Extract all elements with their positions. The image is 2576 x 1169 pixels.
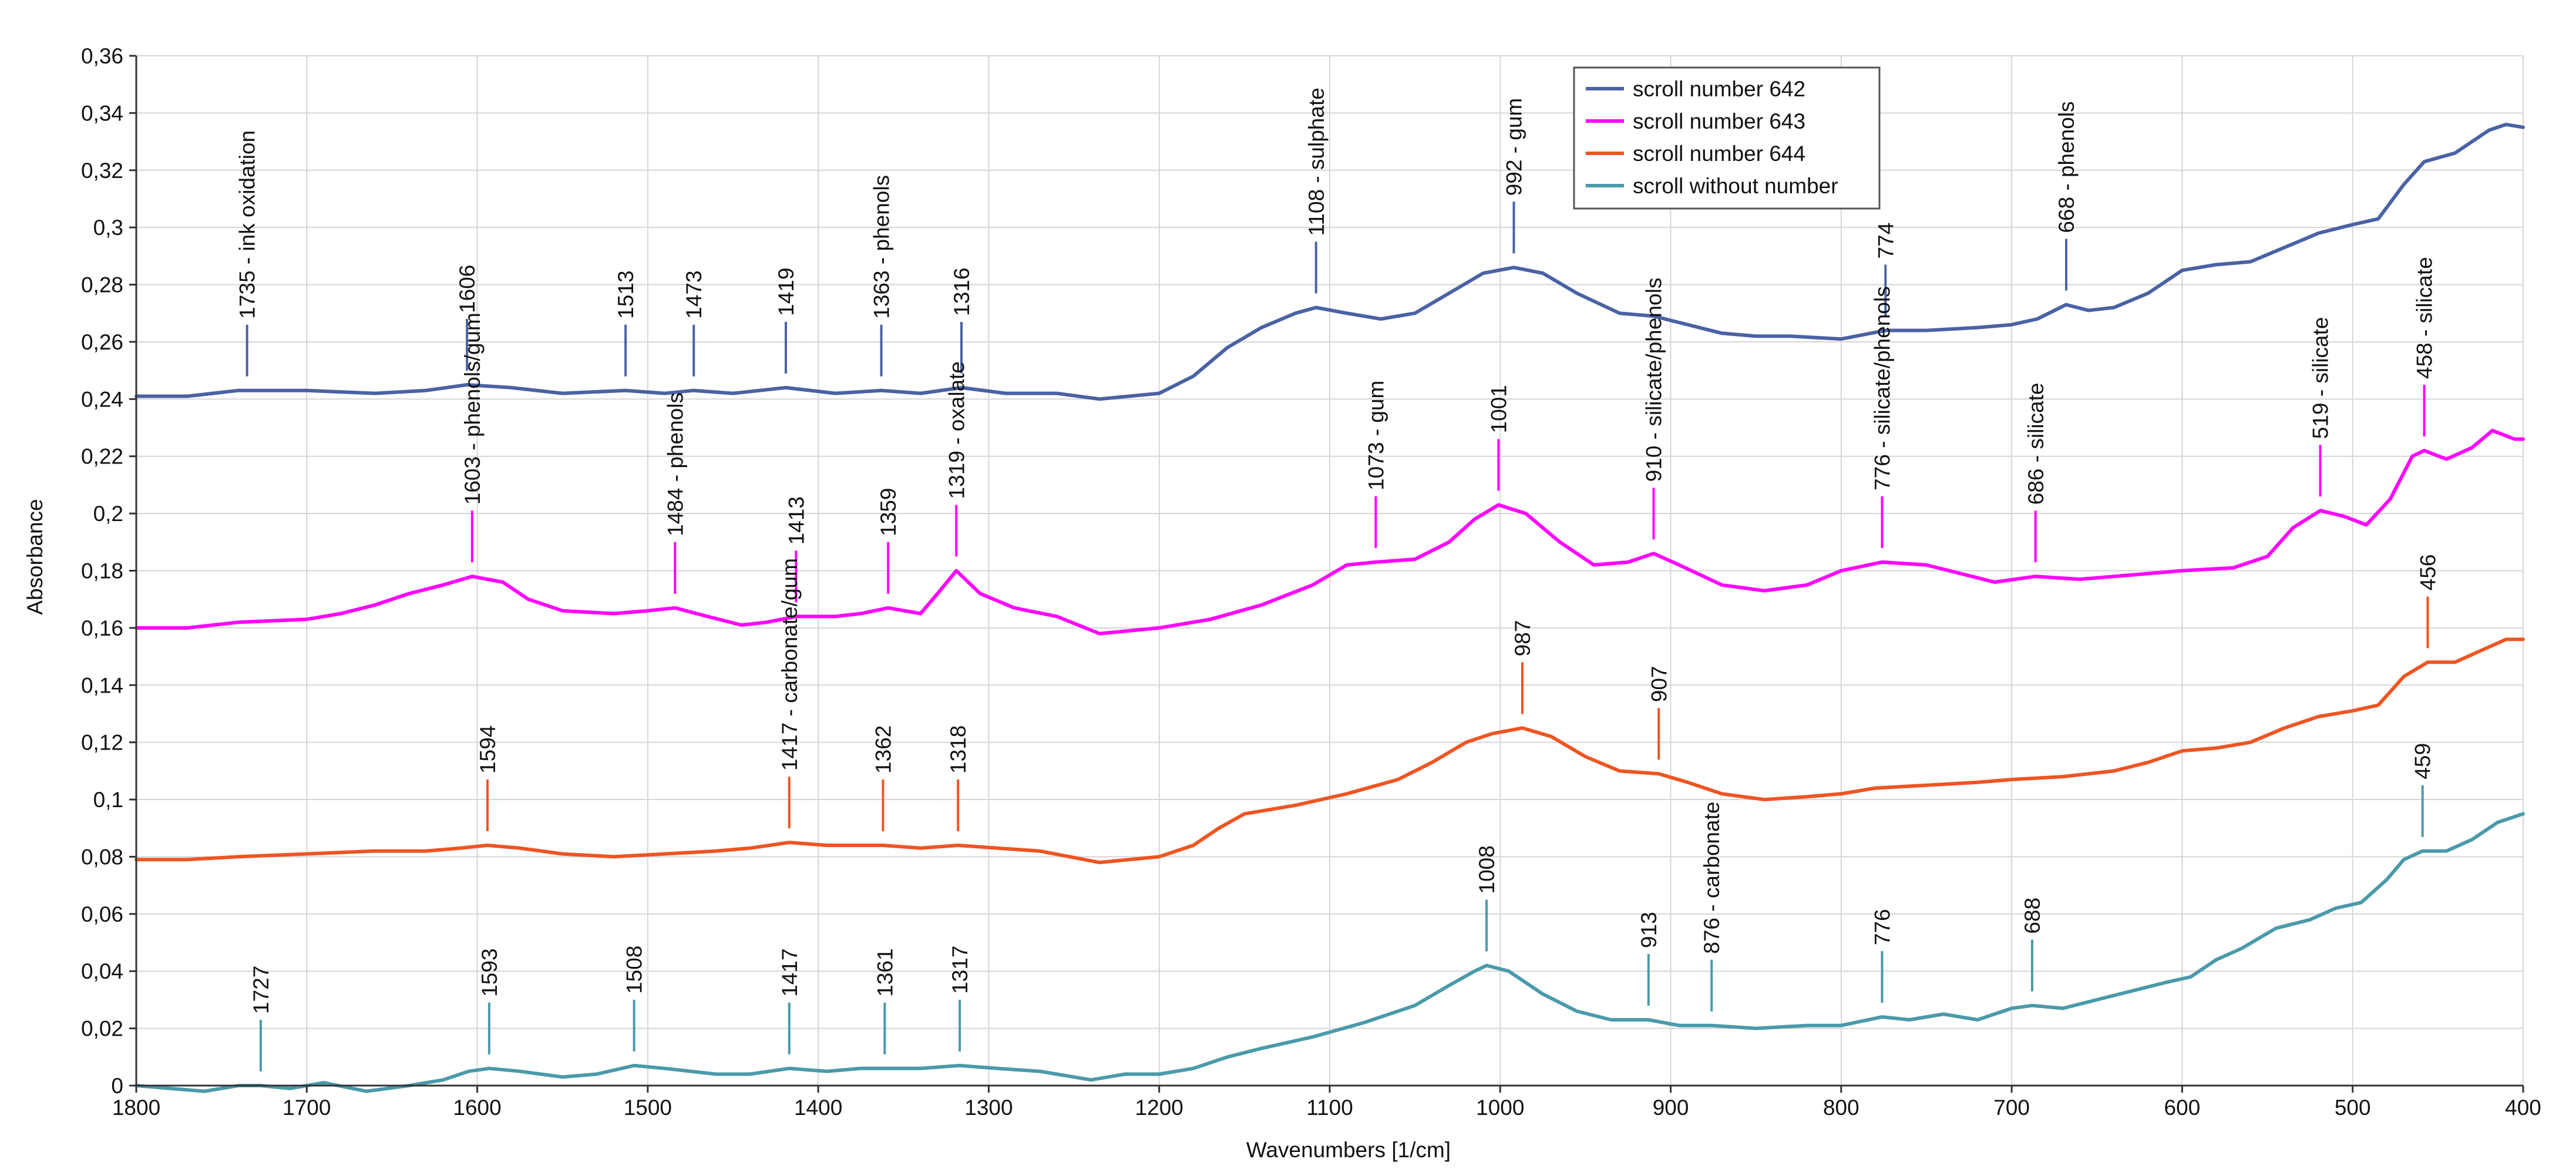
- annotation-label-37: 913: [1637, 912, 1661, 948]
- y-tick-label-16: 0,32: [81, 159, 123, 183]
- x-tick-label-5: 1300: [964, 1096, 1013, 1120]
- annotation-label-19: 776 - silicate/phenols: [1871, 286, 1895, 491]
- annotation-label-40: 688: [2020, 898, 2044, 934]
- annotation-label-36: 1008: [1475, 845, 1499, 893]
- y-tick-label-14: 0,28: [81, 273, 123, 297]
- y-tick-label-4: 0,08: [81, 845, 123, 869]
- x-tick-label-3: 1500: [624, 1096, 672, 1120]
- annotation-label-27: 987: [1511, 620, 1535, 657]
- series-line-3: [134, 637, 2525, 865]
- annotation-label-17: 1001: [1487, 385, 1511, 433]
- y-tick-label-17: 0,34: [81, 101, 123, 125]
- annotation-label-4: 1419: [774, 268, 798, 316]
- x-tick-label-11: 700: [1993, 1096, 2030, 1120]
- annotation-label-11: 1603 - phenols/gum: [460, 313, 485, 505]
- y-tick-label-9: 0,18: [81, 559, 123, 583]
- annotation-label-20: 686 - silicate: [2024, 383, 2048, 505]
- legend-label-3: scroll number 644: [1633, 142, 1805, 166]
- annotation-label-32: 1508: [623, 946, 647, 994]
- y-axis-ticks: 0 0,02 0,04 0,06 0,08 0,1 0,12 0,14 0,16 0,18 0,2 0…: [81, 44, 136, 1098]
- x-tick-label-4: 1400: [794, 1096, 842, 1120]
- annotation-label-23: 1594: [476, 725, 500, 774]
- y-tick-label-18: 0,36: [81, 44, 123, 68]
- annotation-label-6: 1316: [950, 268, 974, 316]
- annotation-label-41: 459: [2411, 743, 2435, 780]
- y-tick-label-3: 0,06: [81, 902, 123, 926]
- annotation-label-15: 1319 - oxalate: [944, 361, 968, 499]
- y-tick-label-8: 0,16: [81, 616, 123, 640]
- annotation-label-38: 876 - carbonate: [1700, 802, 1724, 954]
- y-tick-label-15: 0,3: [93, 216, 123, 240]
- x-tick-label-8: 1000: [1476, 1096, 1524, 1120]
- x-tick-label-7: 1100: [1306, 1096, 1353, 1120]
- annotation-label-3: 1473: [682, 270, 706, 318]
- legend-label-1: scroll number 642: [1633, 77, 1805, 101]
- annotation-label-0: 1735 - ink oxidation: [236, 130, 260, 319]
- annotation-label-7: 1108 - sulphate: [1304, 88, 1329, 236]
- x-tick-label-10: 800: [1823, 1096, 1859, 1120]
- annotation-label-14: 1359: [876, 488, 900, 536]
- y-tick-label-10: 0,2: [93, 502, 123, 526]
- y-tick-label-2: 0,04: [81, 959, 123, 983]
- annotation-label-26: 1318: [946, 725, 970, 774]
- annotation-label-1: 1606: [455, 265, 479, 313]
- legend-box: [1573, 66, 1881, 210]
- legend: scroll number 642 scroll number 643 scroll…: [1573, 66, 1881, 210]
- annotation-label-16: 1073 - gum: [1364, 381, 1388, 491]
- annotation-label-34: 1361: [873, 948, 897, 996]
- series-line-1: [134, 122, 2525, 401]
- annotation-label-35: 1317: [948, 946, 972, 994]
- annotation-label-22: 458 - silicate: [2413, 257, 2437, 379]
- annotation-label-21: 519 - silicate: [2309, 317, 2333, 439]
- series-line-4: [134, 812, 2525, 1093]
- y-tick-label-13: 0,26: [81, 330, 123, 354]
- y-tick-label-11: 0,22: [81, 445, 123, 469]
- annotation-label-13: 1413: [784, 496, 808, 545]
- y-tick-label-0: 0: [111, 1074, 123, 1098]
- legend-label-4: scroll without number: [1633, 174, 1838, 198]
- legend-label-2: scroll number 643: [1633, 109, 1805, 133]
- y-tick-label-7: 0,14: [81, 673, 123, 697]
- annotation-label-5: 1363 - phenols: [870, 175, 894, 319]
- annotation-label-10: 668 - phenols: [2054, 101, 2079, 233]
- series-line-2: [134, 428, 2525, 636]
- annotation-label-12: 1484 - phenols: [663, 392, 687, 536]
- x-tick-label-9: 900: [1653, 1096, 1689, 1120]
- x-tick-label-13: 500: [2335, 1096, 2371, 1120]
- x-axis-title: Wavenumbers [1/cm]: [1246, 1138, 1451, 1162]
- annotation-label-2: 1513: [614, 270, 638, 318]
- y-axis-title: Absorbance: [23, 499, 47, 614]
- annotation-label-18: 910 - silicate/phenols: [1642, 278, 1666, 482]
- annotation-label-9: 774: [1874, 223, 1898, 259]
- x-axis-ticks: 1800 1700 1600 1500 1400 1300 1200 1100 1000 900 8…: [112, 1086, 2541, 1120]
- annotation-label-31: 1593: [477, 948, 502, 996]
- annotation-label-39: 776: [1871, 909, 1895, 945]
- y-tick-label-12: 0,24: [81, 387, 123, 411]
- annotation-label-8: 992 - gum: [1502, 98, 1526, 196]
- series-layer: [134, 122, 2525, 1093]
- annotation-label-33: 1417: [778, 948, 802, 996]
- annotation-label-30: 1727: [249, 966, 273, 1014]
- annotation-layer: 1735 - ink oxidation 1606 1513 1473 1419 1363…: [236, 88, 2440, 1071]
- x-tick-label-6: 1200: [1135, 1096, 1183, 1120]
- x-tick-label-0: 1800: [112, 1096, 160, 1120]
- annotation-label-24: 1417 - carbonate/gum: [778, 558, 802, 771]
- y-tick-label-1: 0,02: [81, 1017, 123, 1041]
- y-tick-label-6: 0,12: [81, 731, 123, 755]
- y-tick-label-5: 0,1: [93, 788, 123, 812]
- x-tick-label-2: 1600: [453, 1096, 501, 1120]
- x-tick-label-14: 400: [2505, 1096, 2541, 1120]
- annotation-label-29: 456: [2416, 555, 2440, 591]
- annotation-label-25: 1362: [871, 725, 895, 774]
- x-tick-label-1: 1700: [283, 1096, 331, 1120]
- x-tick-label-12: 600: [2164, 1096, 2201, 1120]
- annotation-label-28: 907: [1647, 666, 1671, 702]
